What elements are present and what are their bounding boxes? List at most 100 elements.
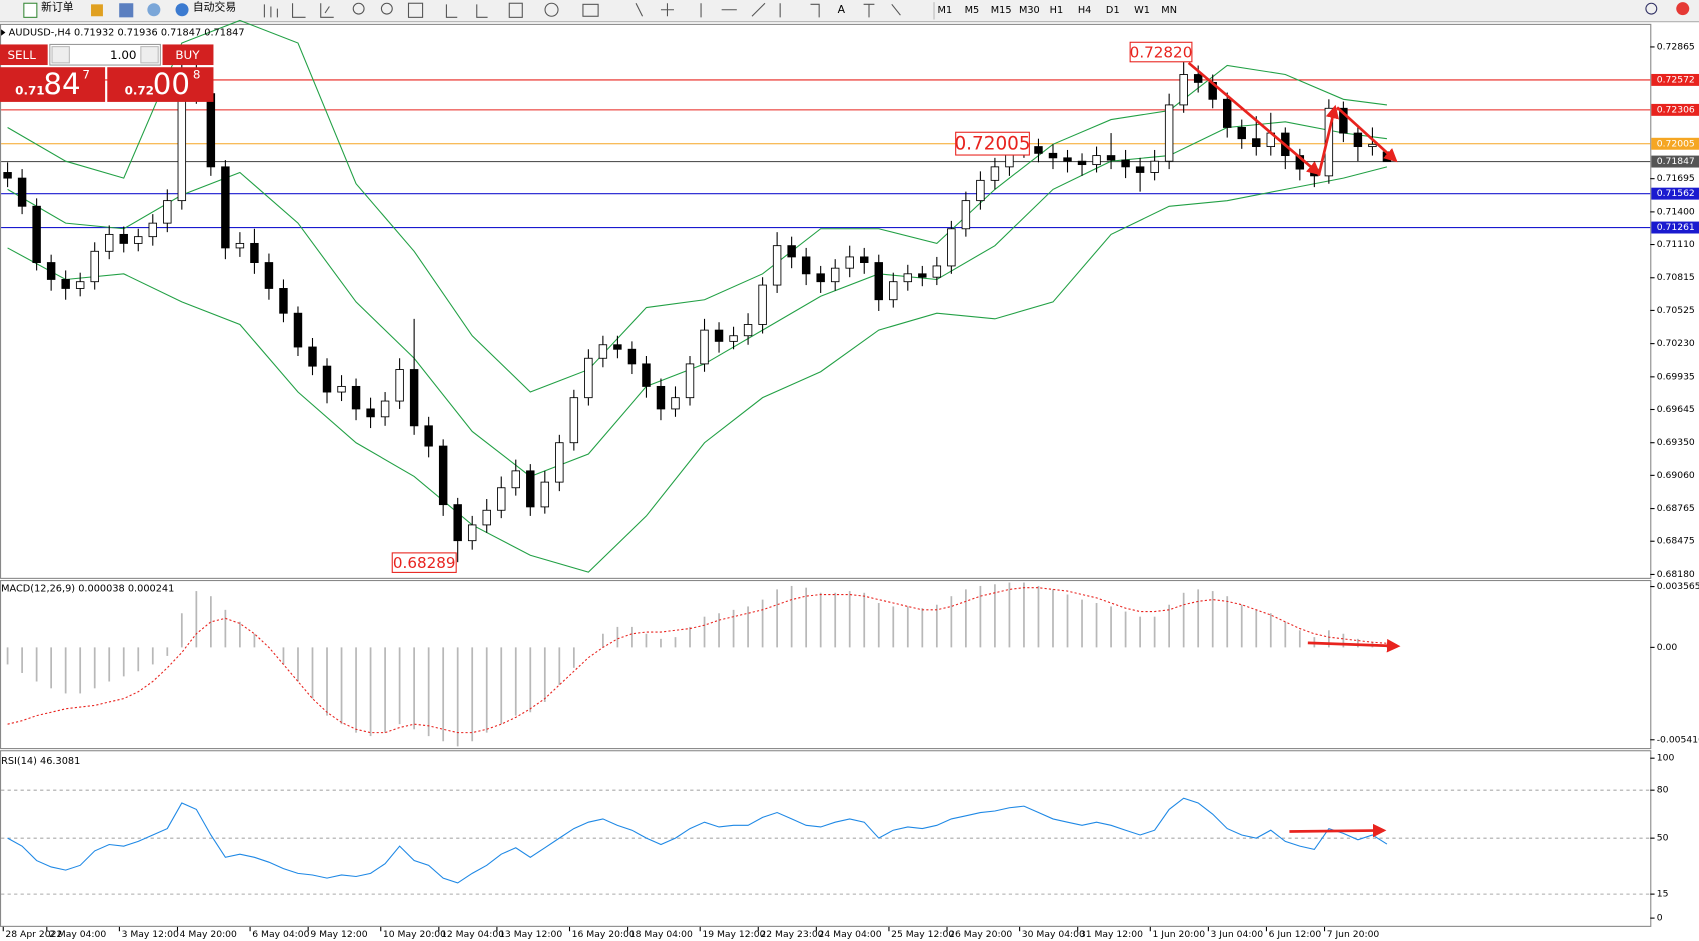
icon[interactable] [119, 3, 134, 18]
x-tick-label: 6 Jun 12:00 [1269, 929, 1322, 940]
timeframe[interactable]: H4 [1078, 5, 1092, 16]
buy-button[interactable] [162, 44, 214, 66]
candle-body [1179, 74, 1188, 106]
bid-box[interactable] [0, 67, 106, 102]
candle-body [772, 245, 782, 286]
y-tick-label: 0.00 [1657, 642, 1678, 653]
y-tick-label: 0.69060 [1657, 470, 1695, 481]
timeframe[interactable]: H1 [1050, 5, 1064, 16]
tool-text[interactable]: A [838, 3, 846, 16]
lots-input[interactable] [49, 43, 161, 66]
buy-label[interactable]: BUY [175, 48, 200, 62]
macd-panel [0, 579, 1652, 750]
y-tick-label: 0.003565 [1657, 581, 1699, 592]
candle-body [75, 281, 85, 289]
lots-value[interactable]: 1.00 [110, 48, 137, 62]
annotation-box [1129, 41, 1193, 63]
x-tick-label: 2 May 04:00 [49, 929, 106, 940]
rsi-panel [0, 750, 1652, 927]
sell-button[interactable] [0, 44, 48, 66]
bid-pips[interactable]: 84 [43, 67, 80, 101]
candle-body [526, 470, 535, 508]
candle-body [250, 242, 259, 263]
ask-point[interactable]: 8 [193, 67, 201, 81]
candle-body [467, 524, 477, 542]
new-order-icon[interactable] [23, 2, 38, 18]
y-tick-label: 0.71695 [1657, 173, 1695, 184]
x-tick-label: 25 May 12:00 [891, 929, 954, 940]
search[interactable] [1645, 2, 1658, 15]
x-tick-label: 13 May 12:00 [499, 929, 562, 940]
candle-body [322, 365, 332, 393]
candle-body [235, 242, 245, 249]
candle-body [90, 250, 99, 283]
candle-body [714, 329, 724, 342]
level-label-bg [1651, 221, 1699, 234]
sell-label[interactable]: SELL [7, 48, 36, 62]
candle-body [961, 200, 971, 230]
ask-big[interactable]: 0.72 [125, 84, 154, 98]
x-tick-label: 28 Apr 2022 [5, 929, 62, 940]
icon[interactable] [91, 4, 103, 17]
candle-body [279, 288, 288, 314]
notifications[interactable] [1676, 2, 1690, 16]
candle-body [787, 245, 796, 258]
candle-body [1252, 138, 1261, 148]
level-label: 0.72306 [1657, 104, 1695, 115]
candle-body [17, 177, 27, 207]
y-tick-label: 0.68475 [1657, 536, 1695, 547]
timeframe[interactable]: M15 [991, 5, 1012, 16]
timeframes: M1 M5 M15 M30 H1 H4 D1 W1 MN [938, 5, 1177, 16]
y-tick-label: 15 [1657, 889, 1669, 900]
candle-body [482, 509, 491, 526]
y-tick-label: 0 [1657, 913, 1663, 924]
candle-body [264, 262, 274, 289]
x-tick-label: 30 May 04:00 [1022, 929, 1085, 940]
candle-body [1237, 127, 1246, 140]
ask-box[interactable] [107, 67, 214, 102]
bid-point[interactable]: 7 [82, 67, 90, 81]
candle-body [642, 363, 651, 387]
x-tick-label: 4 May 20:00 [180, 929, 237, 940]
x-tick-label: 10 May 20:00 [383, 929, 446, 940]
candle-body [990, 166, 1000, 181]
plot: 0.72865 0.71695 0.71400 0.71110 0.70815 0.705… [1, 19, 1699, 940]
annotation: 0.72820 [1130, 44, 1193, 62]
candle-body [1048, 152, 1058, 159]
auto-trading[interactable]: 自动交易 [193, 0, 236, 14]
timeframe[interactable]: M5 [965, 5, 980, 16]
timeframe[interactable]: M1 [938, 5, 953, 16]
timeframe[interactable]: MN [1161, 5, 1177, 16]
y-tick-label: 0.71400 [1657, 206, 1695, 217]
y-tick-label: 0.70230 [1657, 338, 1695, 349]
candle-body [3, 172, 12, 179]
x-tick-label: 9 May 12:00 [310, 929, 367, 940]
timeframe[interactable]: D1 [1106, 5, 1120, 16]
candle-body [1106, 155, 1116, 161]
timeframe[interactable]: W1 [1134, 5, 1150, 16]
bid-big[interactable]: 0.71 [15, 84, 44, 98]
candle-body [424, 425, 433, 447]
auto-trading-icon[interactable] [175, 3, 189, 17]
tool-icons[interactable] [263, 2, 901, 18]
candle-body [801, 256, 811, 275]
one-click-trading: SELL 1.00 BUY 0.71 84 7 0.72 00 8 [0, 43, 214, 102]
candle-body [1121, 159, 1130, 168]
candle-body [1164, 104, 1174, 162]
candle-body [1150, 160, 1159, 173]
icon[interactable] [147, 3, 161, 17]
candle-body [903, 273, 913, 283]
candle-body [497, 487, 506, 511]
timeframe[interactable]: M30 [1019, 5, 1040, 16]
new-order[interactable]: 新订单 [41, 0, 74, 14]
y-tick-label: 0.69350 [1657, 437, 1695, 448]
level-label: 0.72572 [1657, 74, 1695, 85]
rsi-line [7, 797, 1388, 884]
annotation: 0.68289 [393, 554, 456, 572]
price-panel [0, 23, 1652, 579]
level-label: 0.72005 [1657, 138, 1695, 149]
drawn-arrows [1187, 61, 1401, 838]
ask-pips[interactable]: 00 [153, 67, 190, 101]
x-tick-label: 1 Jun 20:00 [1152, 929, 1205, 940]
x-tick-label: 3 Jun 04:00 [1211, 929, 1264, 940]
